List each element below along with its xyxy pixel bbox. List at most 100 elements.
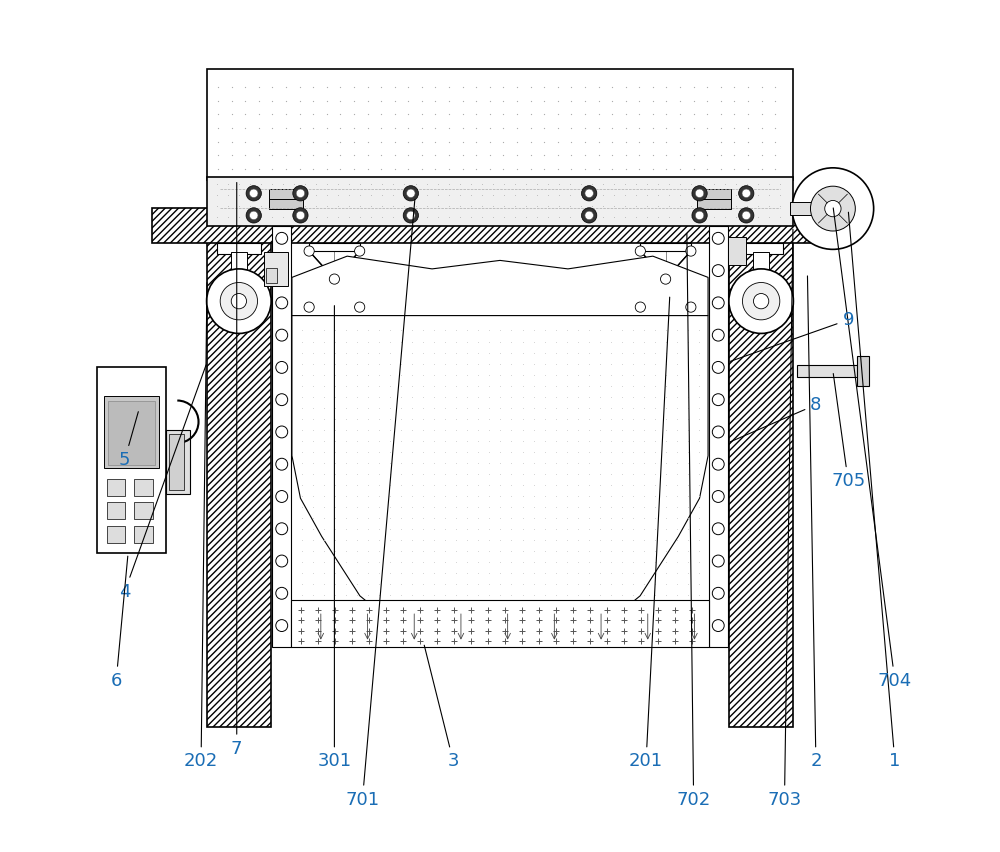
Circle shape [329,274,339,285]
Circle shape [712,587,724,599]
Bar [264,252,288,286]
Circle shape [582,208,597,223]
Circle shape [276,491,288,503]
Circle shape [712,556,724,567]
Circle shape [207,269,271,333]
Circle shape [712,394,724,406]
Bar [640,244,691,251]
Circle shape [293,208,308,223]
Text: 201: 201 [629,297,670,770]
Circle shape [403,186,418,201]
Bar [302,307,366,315]
Circle shape [712,619,724,631]
Bar [152,208,848,244]
Circle shape [712,233,724,245]
Bar [753,252,769,269]
Circle shape [276,587,288,599]
Circle shape [686,246,696,256]
Bar [104,396,159,469]
Bar [107,479,125,496]
Text: 3: 3 [424,645,459,770]
Circle shape [810,187,855,231]
Circle shape [712,458,724,470]
Text: 702: 702 [676,233,711,809]
Circle shape [246,186,261,201]
Bar [108,401,155,465]
Circle shape [661,274,671,285]
Circle shape [276,329,288,341]
Bar [266,268,277,284]
Bar [634,307,698,315]
Circle shape [712,426,724,438]
Circle shape [407,211,415,220]
Text: 301: 301 [317,306,351,770]
Circle shape [712,296,724,308]
Circle shape [220,283,258,320]
Bar [169,435,184,490]
Circle shape [712,523,724,535]
Circle shape [695,189,704,198]
Circle shape [276,233,288,245]
Bar [272,227,291,647]
Circle shape [296,211,305,220]
Circle shape [246,208,261,223]
Bar [697,199,731,209]
Circle shape [635,246,645,256]
Circle shape [276,426,288,438]
Circle shape [231,294,247,308]
Circle shape [276,296,288,308]
Circle shape [692,208,707,223]
Circle shape [712,491,724,503]
Circle shape [249,211,258,220]
Bar [709,227,728,647]
Text: 1: 1 [848,212,901,770]
Text: 2: 2 [807,276,822,770]
Text: 7: 7 [231,182,242,757]
Bar [739,244,783,255]
Circle shape [695,211,704,220]
Polygon shape [292,315,708,642]
Bar [166,430,190,494]
Circle shape [276,523,288,535]
Circle shape [407,189,415,198]
Circle shape [249,189,258,198]
Circle shape [296,189,305,198]
Circle shape [276,619,288,631]
Bar [697,189,731,199]
Circle shape [753,294,769,308]
Circle shape [276,361,288,373]
Circle shape [825,200,841,216]
Circle shape [582,186,597,201]
Circle shape [742,189,751,198]
Circle shape [276,265,288,277]
Bar [790,202,833,216]
Text: 6: 6 [110,556,128,690]
Circle shape [742,283,780,320]
Bar [207,69,793,180]
Circle shape [304,302,314,312]
Bar [797,365,861,377]
Bar [857,355,869,386]
Bar [269,189,303,199]
Bar [728,238,746,265]
Bar [217,244,261,255]
Text: 5: 5 [119,412,138,469]
Circle shape [355,302,365,312]
Circle shape [686,302,696,312]
Circle shape [742,211,751,220]
Circle shape [712,361,724,373]
Bar [291,600,709,647]
Circle shape [293,186,308,201]
Circle shape [276,556,288,567]
Circle shape [739,186,754,201]
Bar [107,503,125,520]
Circle shape [635,302,645,312]
Bar [134,527,153,544]
Text: 704: 704 [833,208,912,690]
Bar [207,227,271,728]
Text: 703: 703 [767,229,802,809]
Bar [231,252,247,269]
Text: 4: 4 [119,365,206,601]
Circle shape [585,211,593,220]
Circle shape [692,186,707,201]
